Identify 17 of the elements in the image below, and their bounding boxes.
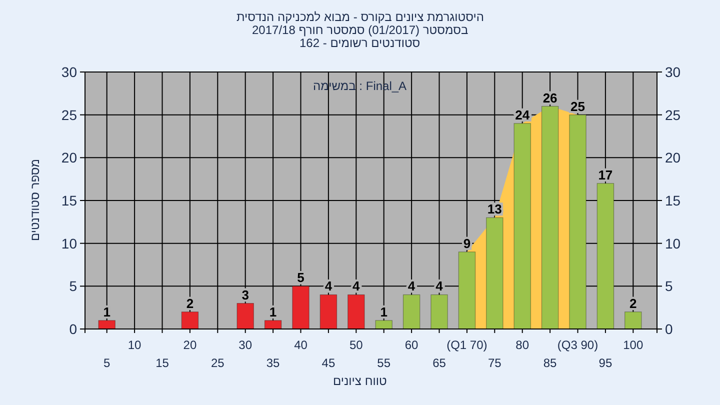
ylabel: מספר סטודנטים [29, 158, 42, 242]
ytick: 0 [69, 321, 77, 337]
y2tick: 10 [665, 235, 681, 252]
ytick: 25 [61, 106, 77, 123]
ytick: 10 [61, 235, 77, 252]
ytick: 15 [61, 192, 77, 208]
y2tick: 25 [665, 106, 681, 123]
ytick: 20 [61, 150, 77, 166]
y2tick: 0 [665, 321, 673, 337]
y2tick: 5 [665, 278, 673, 294]
y2tick: 15 [665, 192, 681, 208]
title: היסטוגרמת ציונים בקורס - מבוא למכניקה הנדסית [236, 11, 484, 23]
y2tick: 20 [665, 150, 681, 166]
ytick: 5 [69, 278, 77, 294]
y2tick: 30 [665, 64, 681, 80]
xlabel: טווח ציונים [333, 375, 387, 387]
ytick: 30 [61, 64, 77, 80]
